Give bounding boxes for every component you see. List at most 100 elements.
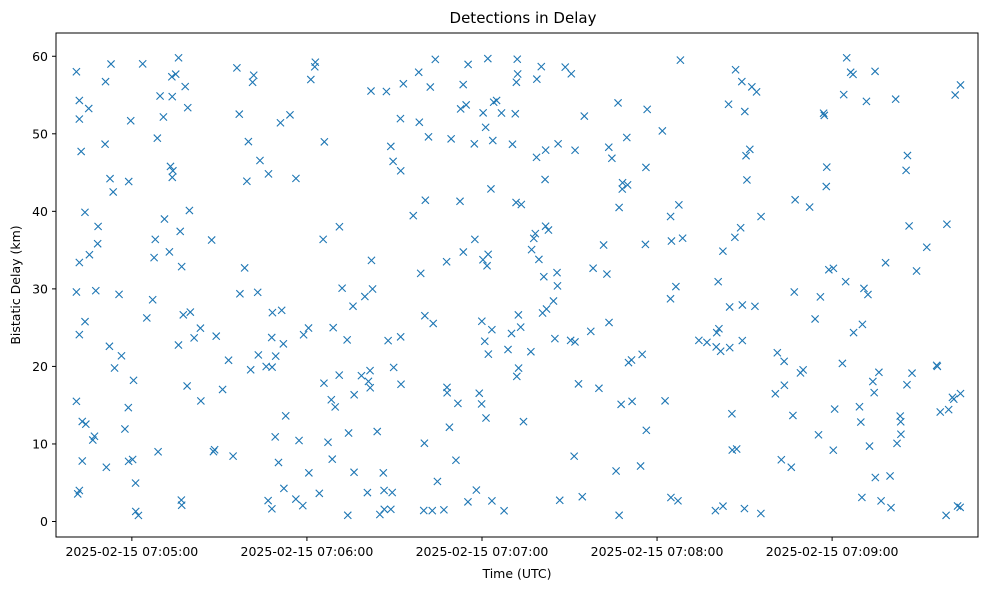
data-point: [207, 236, 216, 245]
data-point: [636, 462, 645, 471]
data-point: [84, 104, 93, 113]
data-point: [618, 178, 627, 187]
plot-area: [72, 53, 965, 520]
y-tick-label: 60: [32, 49, 48, 64]
data-point: [724, 100, 733, 109]
data-point: [156, 91, 165, 100]
data-point: [842, 53, 851, 62]
data-point: [75, 258, 84, 267]
data-point: [678, 234, 687, 243]
data-point: [870, 388, 879, 397]
data-point: [537, 62, 546, 71]
data-point: [248, 78, 257, 87]
data-point: [421, 196, 430, 205]
data-point: [75, 330, 84, 339]
x-axis: 2025-02-15 07:05:00 2025-02-15 07:06:00 20…: [65, 537, 899, 559]
data-point: [212, 332, 221, 341]
data-point: [368, 285, 377, 293]
data-point: [285, 110, 294, 119]
data-point: [477, 317, 486, 326]
data-point: [384, 336, 393, 345]
data-point: [555, 496, 564, 505]
data-point: [433, 477, 442, 486]
data-point: [549, 297, 558, 306]
data-point: [350, 468, 359, 477]
data-point: [367, 87, 375, 96]
data-point: [153, 134, 162, 143]
data-point: [196, 324, 205, 333]
data-point: [725, 343, 734, 352]
data-point: [623, 180, 632, 189]
data-point: [304, 468, 313, 477]
data-point: [168, 173, 177, 182]
data-point: [671, 282, 680, 291]
data-point: [456, 197, 465, 206]
data-point: [874, 368, 883, 377]
data-point: [553, 268, 562, 277]
data-point: [299, 330, 308, 339]
data-point: [570, 337, 579, 346]
data-point: [399, 79, 408, 88]
data-point: [513, 69, 522, 78]
data-point: [731, 65, 740, 74]
data-point: [487, 496, 496, 505]
data-point: [453, 399, 462, 408]
data-point: [615, 511, 624, 520]
data-point: [617, 400, 626, 409]
data-point: [718, 502, 727, 511]
data-point: [389, 363, 398, 372]
data-point: [811, 314, 820, 323]
data-point: [131, 479, 140, 488]
data-point: [218, 385, 227, 394]
data-point: [424, 132, 433, 141]
data-point: [736, 223, 745, 232]
data-point: [922, 243, 931, 252]
data-point: [117, 351, 126, 360]
data-point: [319, 379, 328, 388]
data-point: [338, 284, 347, 293]
data-point: [702, 338, 711, 347]
data-point: [343, 335, 352, 344]
data-point: [570, 452, 579, 461]
data-point: [445, 423, 454, 432]
data-point: [181, 82, 190, 91]
data-point: [306, 75, 315, 84]
data-point: [554, 139, 563, 148]
data-point: [375, 510, 384, 519]
data-point: [908, 369, 917, 378]
data-point: [419, 506, 428, 515]
data-point: [134, 511, 143, 520]
data-point: [185, 206, 194, 215]
data-point: [240, 263, 249, 272]
data-point: [628, 397, 637, 406]
data-point: [903, 151, 912, 160]
data-point: [773, 348, 782, 357]
data-point: [514, 310, 523, 319]
data-point: [484, 250, 493, 259]
data-point: [93, 239, 102, 248]
data-point: [863, 290, 872, 299]
data-point: [224, 356, 233, 365]
data-point: [529, 234, 538, 243]
y-tick-label: 10: [32, 436, 48, 451]
data-point: [174, 341, 183, 350]
data-point: [534, 255, 543, 264]
data-point: [483, 261, 492, 270]
x-tick-label: 2025-02-15 07:07:00: [416, 544, 549, 559]
data-point: [482, 414, 490, 422]
y-axis: 0 10 20 30 40 50 60: [32, 49, 56, 529]
data-point: [439, 505, 448, 514]
data-point: [730, 233, 739, 242]
data-point: [553, 281, 562, 290]
data-point: [858, 320, 867, 329]
data-point: [512, 78, 521, 87]
data-point: [488, 136, 497, 145]
data-point: [160, 215, 169, 224]
data-point: [532, 153, 541, 162]
data-point: [612, 467, 621, 475]
data-point: [396, 332, 405, 341]
data-point: [463, 497, 472, 506]
data-point: [311, 58, 320, 67]
data-point: [586, 327, 595, 336]
data-point: [451, 456, 460, 465]
